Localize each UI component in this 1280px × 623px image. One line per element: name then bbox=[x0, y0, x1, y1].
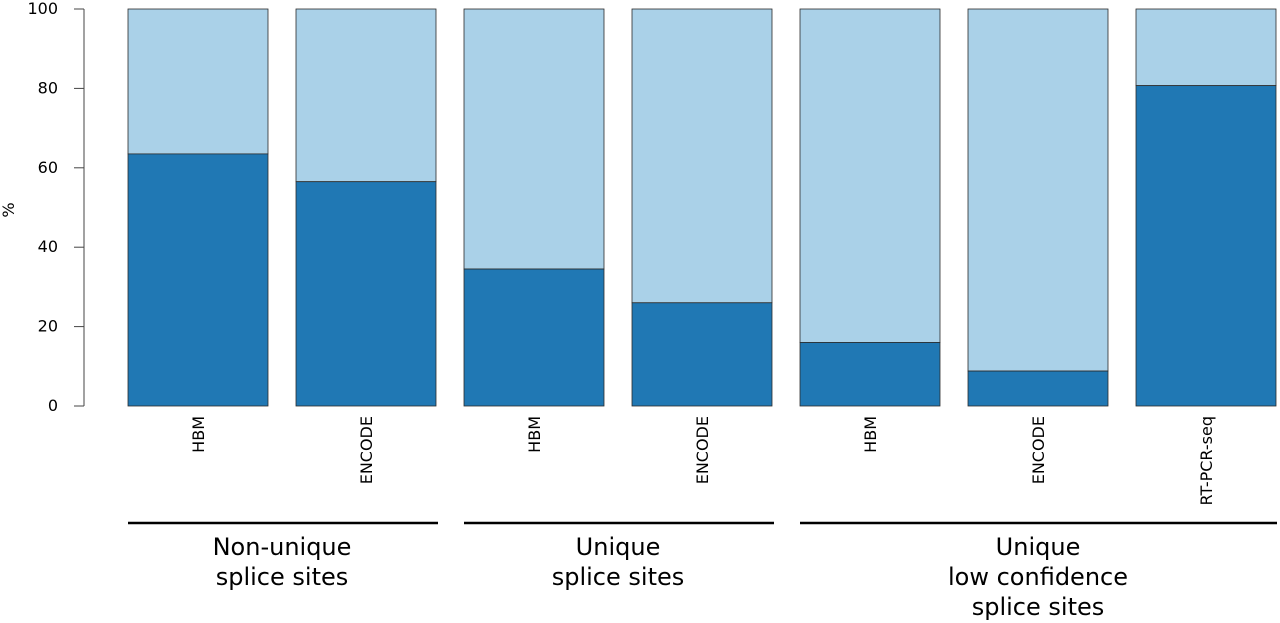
y-tick-label: 40 bbox=[38, 237, 58, 256]
y-tick-label: 80 bbox=[38, 78, 58, 97]
bar-segment-upper bbox=[967, 8, 1109, 372]
category-label: RT-PCR-seq bbox=[1197, 416, 1216, 505]
bar-segment-upper bbox=[631, 8, 773, 304]
bar-segment-lower bbox=[463, 268, 605, 407]
bar-segment-lower bbox=[295, 181, 437, 407]
bar-segment-upper bbox=[463, 8, 605, 270]
y-axis: 0 20 40 60 80 100 bbox=[27, 0, 85, 415]
category-label: ENCODE bbox=[693, 416, 712, 484]
bar-segment-lower bbox=[127, 153, 269, 407]
y-axis-label: % bbox=[0, 202, 18, 217]
bars bbox=[127, 8, 1277, 407]
y-tick-label: 60 bbox=[38, 158, 58, 177]
group-label-line: Non-unique bbox=[213, 533, 352, 561]
category-label: ENCODE bbox=[357, 416, 376, 484]
y-tick-label: 0 bbox=[48, 396, 58, 415]
category-label: HBM bbox=[861, 416, 880, 453]
bar-segment-upper bbox=[127, 8, 269, 155]
group-label-line: splice sites bbox=[552, 563, 685, 591]
category-label: HBM bbox=[525, 416, 544, 453]
bar-segment-lower bbox=[631, 302, 773, 407]
group-label-line: splice sites bbox=[216, 563, 349, 591]
group-label-line: Unique bbox=[576, 533, 661, 561]
category-label: ENCODE bbox=[1029, 416, 1048, 484]
bar-segment-lower bbox=[967, 370, 1109, 407]
group-label-line: Unique bbox=[996, 533, 1081, 561]
category-labels: HBM ENCODE HBM ENCODE HBM ENCODE RT-PCR-seq bbox=[189, 416, 1216, 505]
bar-segment-lower bbox=[799, 342, 941, 407]
y-tick-label: 100 bbox=[27, 0, 58, 18]
bar-segment-lower bbox=[1135, 85, 1277, 407]
bar-segment-upper bbox=[1135, 8, 1277, 87]
group-label-line: low confidence bbox=[948, 563, 1128, 591]
category-label: HBM bbox=[189, 416, 208, 453]
y-tick-label: 20 bbox=[38, 317, 58, 336]
bar-segment-upper bbox=[295, 8, 437, 183]
bar-segment-upper bbox=[799, 8, 941, 343]
group-label-line: splice sites bbox=[972, 593, 1105, 621]
